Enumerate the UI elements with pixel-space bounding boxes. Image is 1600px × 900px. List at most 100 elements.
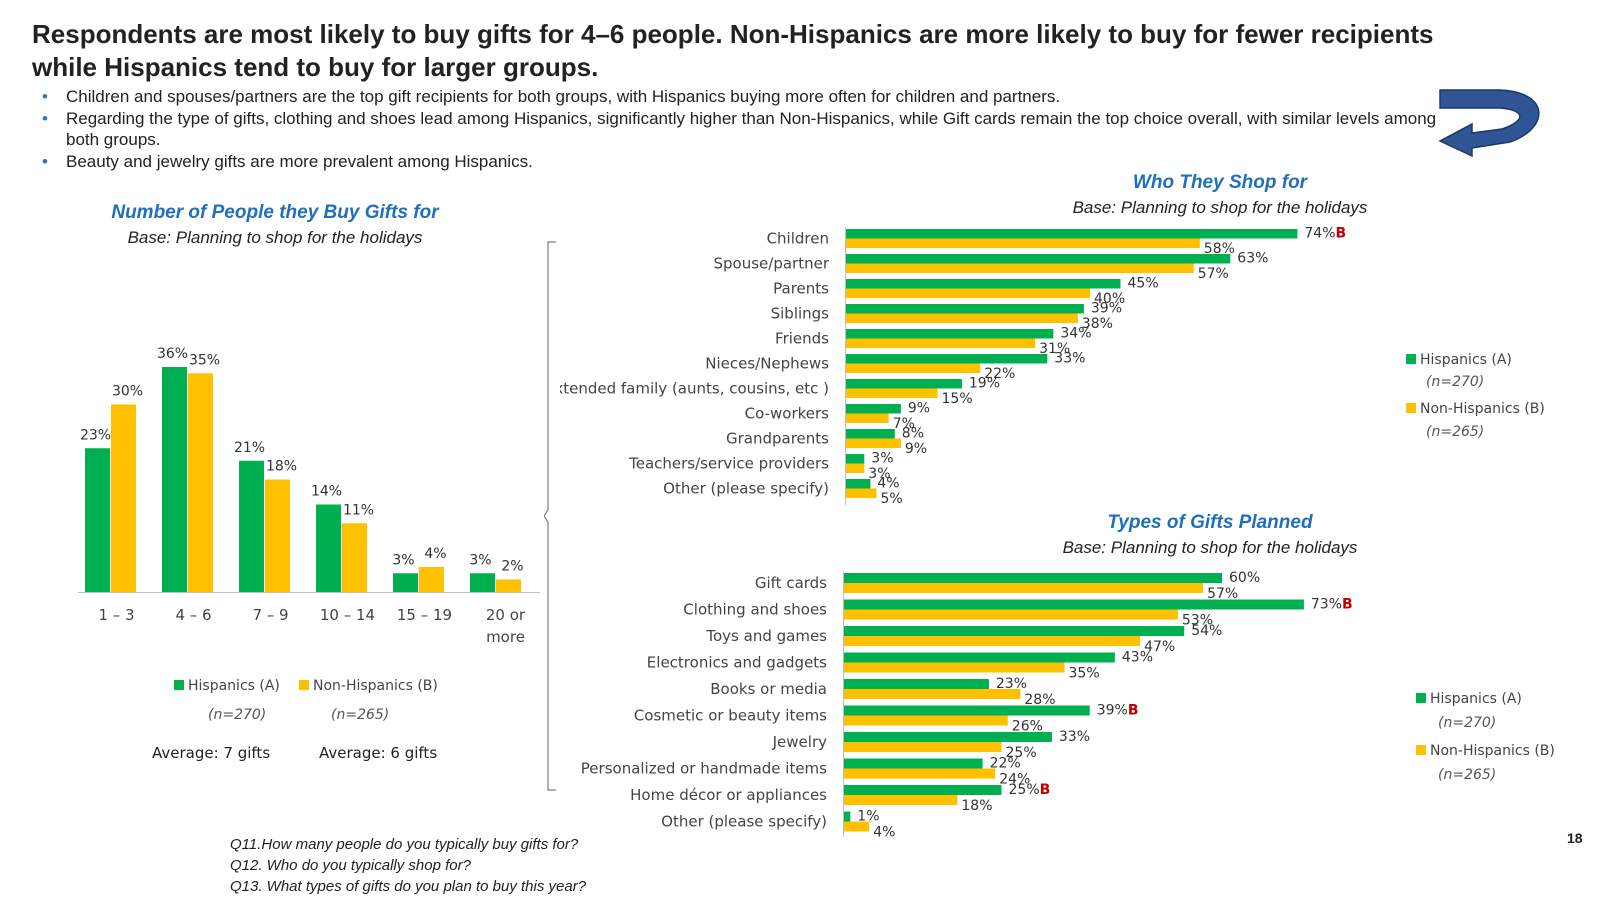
data-label: 33%: [1054, 351, 1085, 367]
legend-hispanics-2: Hispanics (A): [1406, 352, 1512, 368]
data-label: 39%: [1091, 301, 1122, 317]
legend-n-hispanics: (n=270): [208, 707, 267, 723]
data-label: 14%: [311, 484, 342, 500]
bar-hispanics: [846, 404, 901, 414]
y-tick-label: Clothing and shoes: [683, 601, 827, 619]
data-label: 40%: [1094, 291, 1125, 307]
data-label: 22%: [990, 756, 1021, 772]
bar-non-hispanics: [111, 404, 136, 592]
bar-hispanics: [239, 460, 264, 592]
finding-bullet: Children and spouses/partners are the to…: [42, 86, 1442, 108]
bar-non-hispanics: [846, 288, 1090, 298]
bar-hispanics: [844, 626, 1185, 636]
legend-label: Hispanics (A): [188, 678, 280, 694]
data-label: 3%: [469, 552, 491, 568]
data-label: 4%: [873, 825, 895, 838]
bar-hispanics: [844, 652, 1115, 663]
data-label: 36%: [157, 346, 188, 362]
significance-marker: B: [1336, 226, 1347, 242]
legend-swatch-hispanics: [174, 680, 184, 690]
bar-hispanics: [844, 573, 1222, 583]
bar-non-hispanics: [265, 479, 290, 592]
bar-hispanics: [844, 705, 1090, 716]
bar-hispanics: [844, 758, 983, 769]
bar-hispanics: [844, 785, 1002, 795]
average-non-hispanics: Average: 6 gifts: [319, 744, 438, 762]
y-tick-label: Jewelry: [772, 733, 827, 751]
data-label: 22%: [984, 366, 1015, 382]
data-label: 3%: [392, 552, 414, 568]
data-label: 73%B: [1311, 597, 1353, 613]
question-text: Q13. What types of gifts do you plan to …: [230, 878, 587, 895]
data-label: 11%: [343, 502, 374, 518]
legend-label: Non-Hispanics (B): [1420, 401, 1545, 417]
legend-n-non-hispanics: (n=265): [1438, 767, 1497, 783]
data-label: 9%: [905, 441, 927, 457]
data-label: 2%: [501, 559, 523, 575]
y-tick-label: Toys and games: [705, 627, 827, 645]
bar-hispanics: [846, 229, 1298, 239]
data-label: 18%: [961, 798, 992, 814]
data-label: 9%: [908, 401, 930, 417]
bar-hispanics: [85, 448, 110, 592]
question-text: Q11.How many people do you typically buy…: [230, 836, 579, 853]
bar-hispanics: [846, 329, 1054, 339]
data-label: 8%: [902, 426, 924, 442]
y-tick-label: Spouse/partner: [714, 255, 830, 273]
data-label: 38%: [1082, 316, 1113, 332]
y-tick-label: Electronics and gadgets: [647, 654, 827, 672]
bar-non-hispanics: [846, 488, 877, 498]
chart-base-num-people: Base: Planning to shop for the holidays: [127, 228, 423, 247]
legend-label: Hispanics (A): [1420, 352, 1512, 368]
data-label: 19%: [969, 376, 1000, 392]
bar-non-hispanics: [846, 238, 1200, 248]
legend-non-hispanics-1: Non-Hispanics (B): [299, 678, 438, 694]
bar-non-hispanics: [846, 413, 889, 423]
finding-bullet: Regarding the type of gifts, clothing an…: [42, 108, 1442, 151]
legend-n-hispanics: (n=270): [1438, 715, 1497, 731]
bar-non-hispanics: [844, 715, 1008, 726]
chart-num-people: 23% 30% 1 – 3 36% 35% 4 – 6 21%18% 7 – 9 14%11% 1…: [78, 346, 540, 646]
data-label: 45%: [1128, 276, 1159, 292]
data-label: 3%: [868, 466, 890, 482]
legend-hispanics-3: Hispanics (A): [1416, 691, 1522, 707]
y-tick-label: Other (please specify): [661, 813, 827, 831]
data-label: 1%: [857, 809, 879, 825]
data-label: 3%: [871, 451, 893, 467]
y-tick-label: Co-workers: [745, 405, 830, 423]
key-findings-list: Children and spouses/partners are the to…: [42, 86, 1442, 172]
data-label: 28%: [1024, 692, 1055, 708]
data-label: 54%: [1191, 623, 1222, 639]
legend-swatch-hispanics: [1416, 693, 1426, 703]
finding-bullet: Beauty and jewelry gifts are more preval…: [42, 151, 1442, 173]
y-tick-label: Children: [767, 230, 829, 248]
data-label: 30%: [112, 384, 143, 400]
data-label: 33%: [1059, 729, 1090, 745]
bar-hispanics: [846, 354, 1048, 364]
y-tick-label: Personalized or handmade items: [581, 760, 827, 778]
question-text: Q12. Who do you typically shop for?: [230, 857, 471, 874]
bar-non-hispanics: [342, 523, 367, 592]
bar-non-hispanics: [844, 742, 1002, 752]
data-label: 4%: [877, 476, 899, 492]
y-tick-label: Siblings: [771, 305, 830, 323]
y-tick-label: Home décor or appliances: [630, 786, 827, 804]
data-label: 57%: [1198, 266, 1229, 282]
data-label: 21%: [234, 440, 265, 456]
x-tick-label: 15 – 19: [397, 606, 452, 624]
bar-non-hispanics: [846, 363, 981, 373]
y-tick-label: Gift cards: [755, 574, 827, 592]
data-label: 63%: [1237, 251, 1268, 267]
y-tick-label: Cosmetic or beauty items: [634, 707, 827, 725]
legend-hispanics-1: Hispanics (A): [174, 678, 280, 694]
y-tick-label: Parents: [773, 280, 829, 298]
bar-non-hispanics: [846, 263, 1194, 273]
significance-marker: B: [1342, 597, 1353, 613]
bar-non-hispanics: [844, 689, 1021, 699]
x-tick-label: 20 or: [486, 606, 526, 624]
data-label: 35%: [1069, 666, 1100, 682]
bar-hispanics: [846, 429, 895, 439]
data-label: 23%: [996, 676, 1027, 692]
data-label: 23%: [80, 427, 111, 443]
significance-marker: B: [1040, 782, 1051, 798]
